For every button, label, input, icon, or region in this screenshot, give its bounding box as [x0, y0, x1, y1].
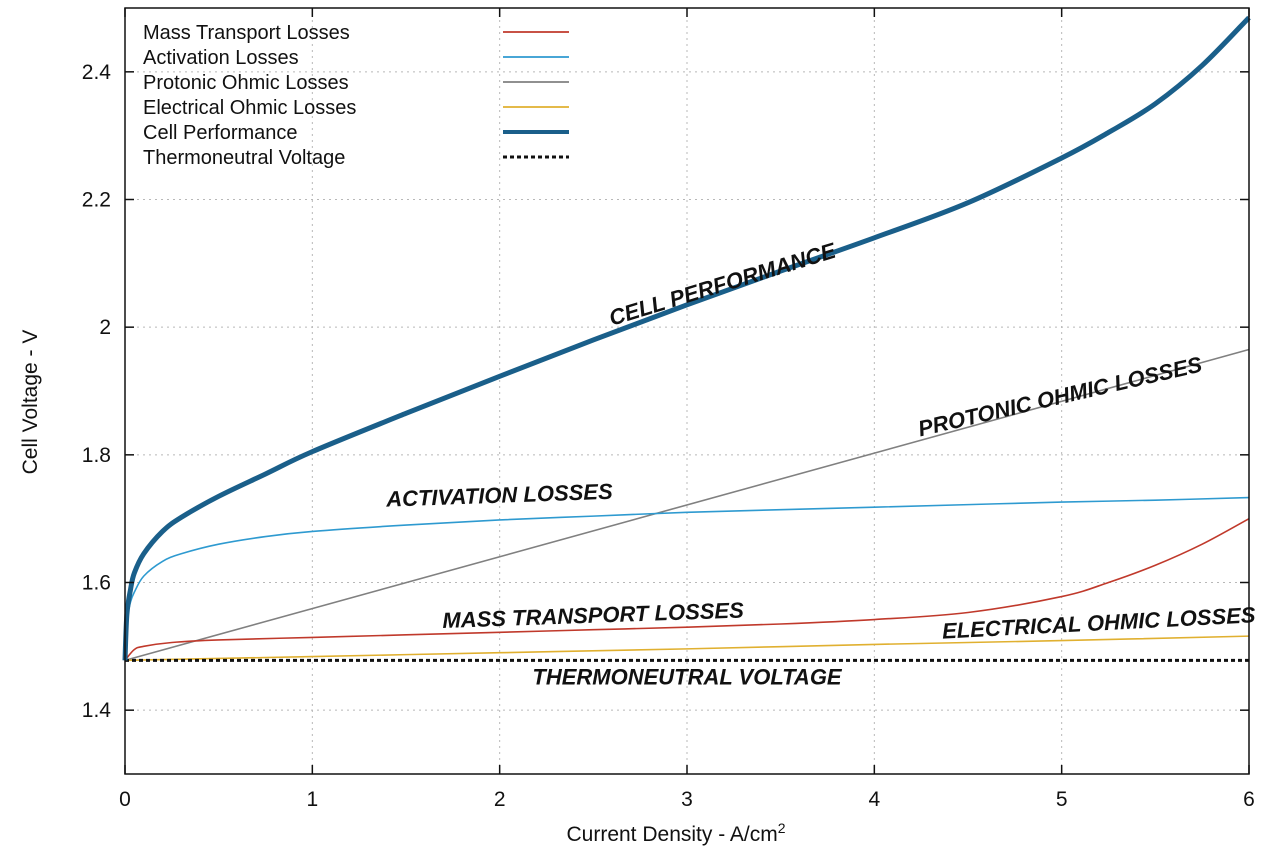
y-tick-label: 2.2: [82, 189, 111, 212]
x-tick-label: 3: [681, 788, 693, 811]
x-tick-label: 2: [494, 788, 506, 811]
y-axis-title: Cell Voltage - V: [19, 330, 42, 475]
electrical-ohmic-losses-line: [124, 635, 1250, 662]
y-tick-label: 1.6: [82, 572, 111, 595]
x-tick-label: 0: [119, 788, 131, 811]
legend: Mass Transport Losses Activation Losses Pr…: [143, 22, 569, 169]
y-tick-label: 2.4: [82, 61, 112, 84]
x-axis-title-main: Current Density - A/cm: [566, 823, 777, 846]
legend-label-activation-losses: Activation Losses: [143, 47, 299, 69]
cell-performance-line: [122, 15, 1251, 661]
x-tick-label: 6: [1243, 788, 1255, 811]
series-layer: [122, 15, 1251, 662]
y-tick-label: 1.4: [82, 699, 112, 722]
y-tick-label: 2: [99, 316, 111, 339]
y-tick-label: 1.8: [82, 444, 111, 467]
legend-label-electrical-ohmic-losses: Electrical Ohmic Losses: [143, 97, 356, 119]
thermoneutral-voltage-annotation: THERMONEUTRAL VOLTAGE: [532, 665, 843, 690]
legend-label-mass-transport-losses: Mass Transport Losses: [143, 22, 350, 44]
activation-losses-line: [124, 496, 1250, 661]
protonic-ohmic-losses-annotation: PROTONIC OHMIC LOSSES: [916, 352, 1205, 442]
x-axis-title: Current Density - A/cm2: [566, 820, 785, 846]
protonic-ohmic-losses-line: [124, 348, 1250, 662]
x-tick-label: 1: [306, 788, 318, 811]
grid-layer: [125, 8, 1249, 774]
x-tick-label: 5: [1056, 788, 1068, 811]
legend-label-cell-performance: Cell Performance: [143, 122, 298, 144]
tick-layer: 0 1 2 3 4 5 6 1.4 1.6 1.8 2 2.2 2.4: [82, 8, 1255, 811]
cell-performance-annotation: CELL PERFORMANCE: [606, 237, 840, 330]
x-axis-title-superscript: 2: [778, 820, 786, 836]
legend-label-protonic-ohmic-losses: Protonic Ohmic Losses: [143, 72, 349, 94]
activation-losses-annotation: ACTIVATION LOSSES: [385, 479, 614, 512]
mass-transport-losses-annotation: MASS TRANSPORT LOSSES: [442, 597, 745, 633]
mass-transport-losses-line: [124, 517, 1250, 661]
x-tick-label: 4: [868, 788, 880, 811]
legend-label-thermoneutral-voltage: Thermoneutral Voltage: [143, 147, 345, 169]
